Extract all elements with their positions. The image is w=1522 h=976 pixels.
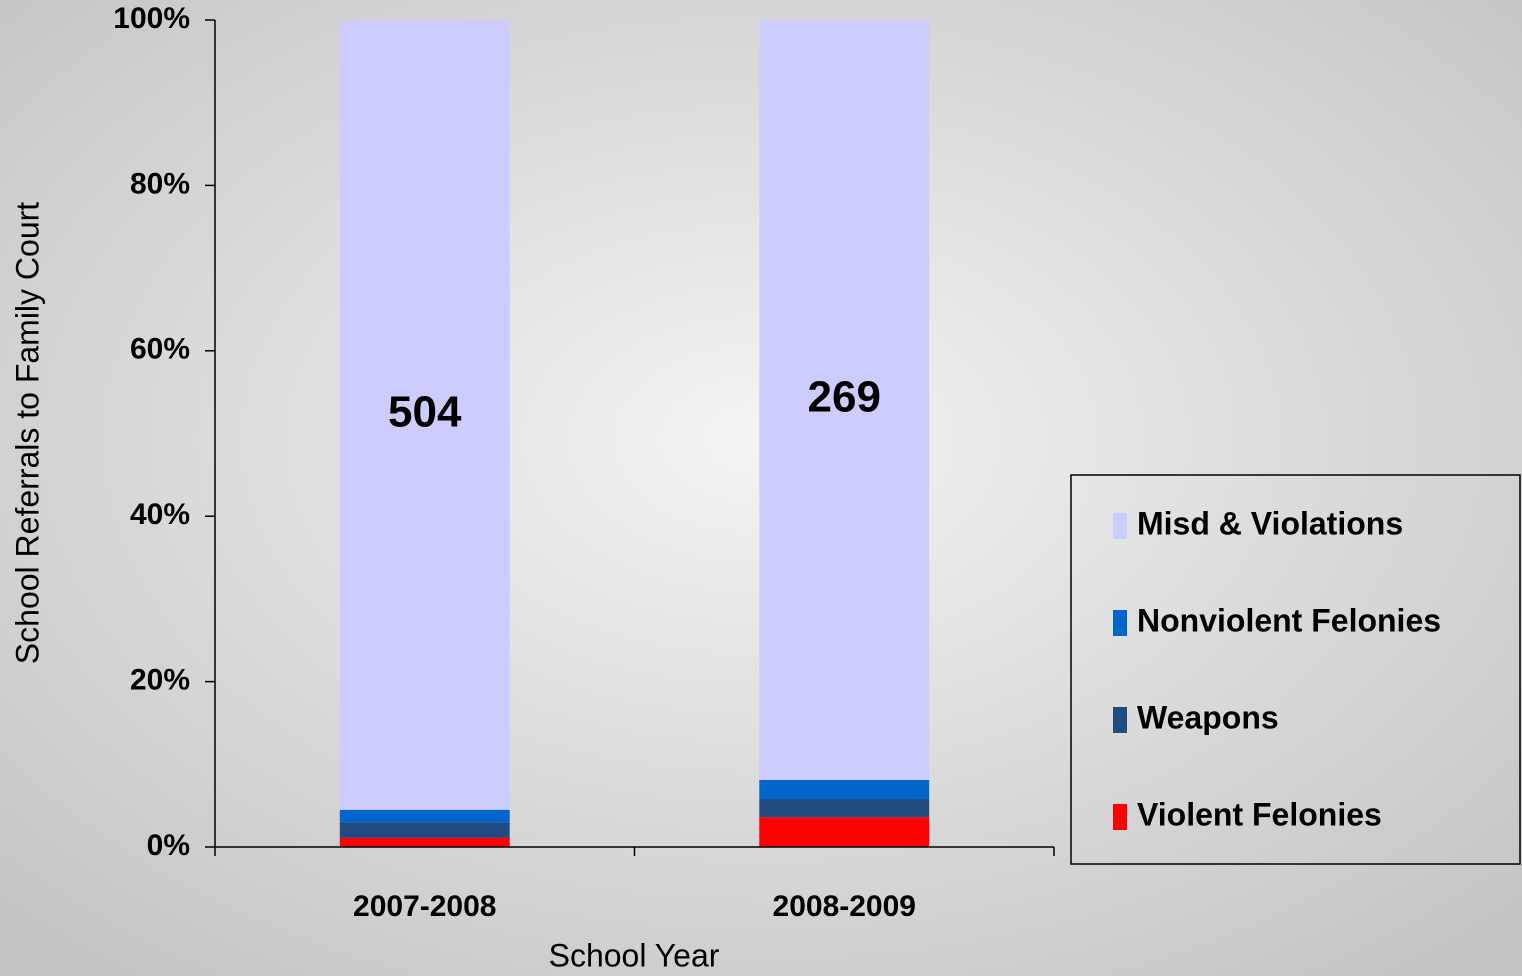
bar-segment	[759, 20, 930, 781]
x-tick-label: 2007-2008	[353, 890, 496, 923]
bar-total-label: 504	[388, 388, 462, 437]
y-tick-label: 80%	[130, 167, 190, 200]
x-axis-title: School Year	[549, 937, 720, 973]
legend-swatch	[1113, 513, 1127, 539]
y-tick-label: 0%	[147, 829, 190, 862]
bar-segment	[339, 20, 510, 810]
bar-segment	[339, 822, 510, 838]
y-tick-label: 40%	[130, 498, 190, 531]
legend-swatch	[1113, 610, 1127, 636]
bar-segment	[339, 809, 510, 823]
legend-swatch	[1113, 804, 1127, 830]
legend-label: Weapons	[1137, 699, 1279, 735]
bar-segment	[759, 780, 930, 800]
legend-swatch	[1113, 707, 1127, 733]
legend-label: Misd & Violations	[1137, 505, 1403, 541]
legend-box	[1070, 474, 1521, 865]
bar-total-label: 269	[808, 373, 881, 422]
legend-label: Violent Felonies	[1137, 796, 1382, 832]
y-tick-label: 100%	[113, 2, 190, 35]
bar-segment	[339, 837, 510, 847]
y-tick-label: 20%	[130, 664, 190, 697]
bar-segment	[759, 799, 930, 818]
legend-label: Nonviolent Felonies	[1137, 602, 1441, 638]
bar-segment	[759, 817, 930, 847]
y-tick-label: 60%	[130, 333, 190, 366]
y-axis-title: School Referrals to Family Court	[9, 202, 45, 664]
x-tick-label: 2008-2009	[773, 890, 916, 923]
